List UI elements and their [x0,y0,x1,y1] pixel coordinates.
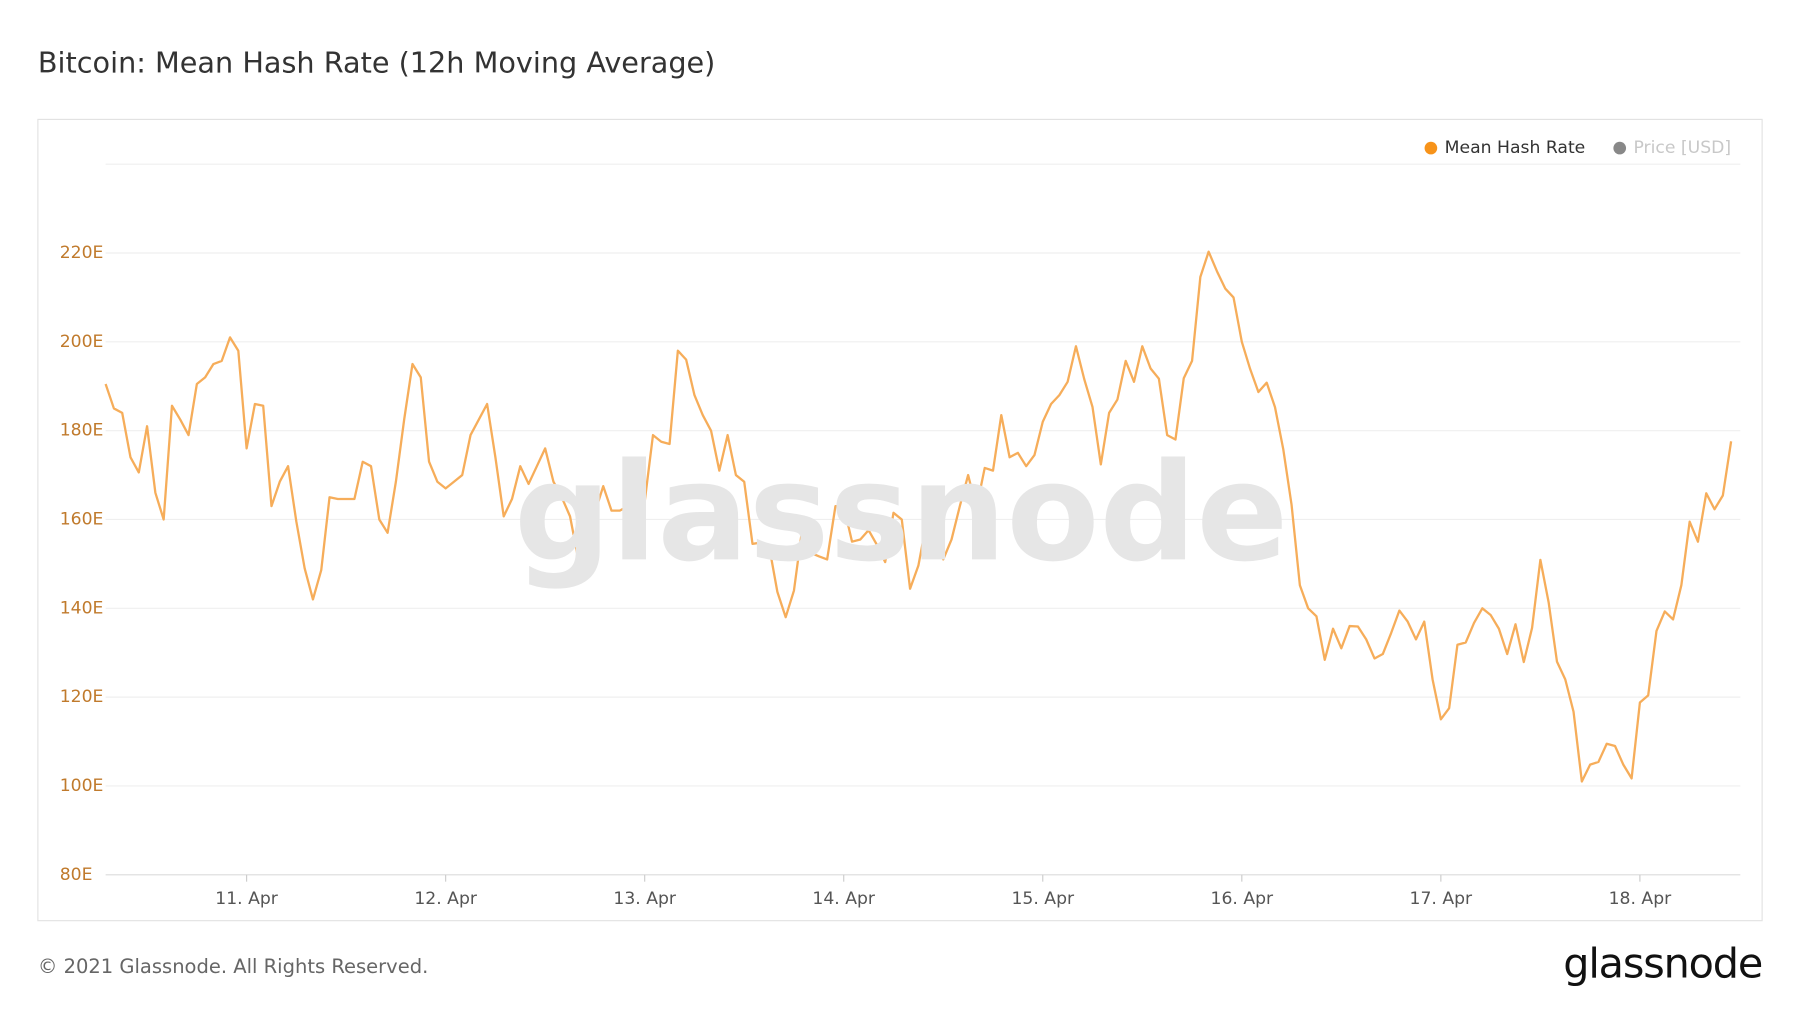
y-tick-label: 220E [60,243,104,263]
legend-label[interactable]: Price [USD] [1633,138,1731,158]
chart-title: Bitcoin: Mean Hash Rate (12h Moving Aver… [38,45,716,79]
series-line [104,250,1733,783]
legend-dot[interactable] [1424,141,1438,155]
x-tick-label: 16. Apr [1211,889,1275,909]
y-tick-label: 80E [60,865,93,885]
x-tick-label: 13. Apr [613,889,677,909]
y-tick-label: 180E [60,421,104,441]
x-tick-label: 12. Apr [414,889,478,909]
copyright: © 2021 Glassnode. All Rights Reserved. [38,955,428,978]
y-tick-label: 100E [60,776,104,796]
plot-area: 80E 100E 120E 140E 160E 180E 200E 220E 11. Apr 12… [60,163,1741,909]
watermark: glassnode [514,433,1288,591]
y-tick-label: 200E [60,332,104,352]
legend-label[interactable]: Mean Hash Rate [1445,138,1586,158]
x-tick-label: 18. Apr [1609,889,1673,909]
y-tick-label: 120E [60,687,104,707]
legend-dot[interactable] [1613,141,1627,155]
y-tick-label: 140E [60,598,104,618]
logo[interactable]: glassnode [1563,940,1763,988]
x-tick-label: 11. Apr [215,889,279,909]
x-tick-label: 17. Apr [1410,889,1474,909]
x-tick-label: 14. Apr [812,889,876,909]
y-tick-label: 160E [60,509,104,529]
x-tick-label: 15. Apr [1011,889,1075,909]
